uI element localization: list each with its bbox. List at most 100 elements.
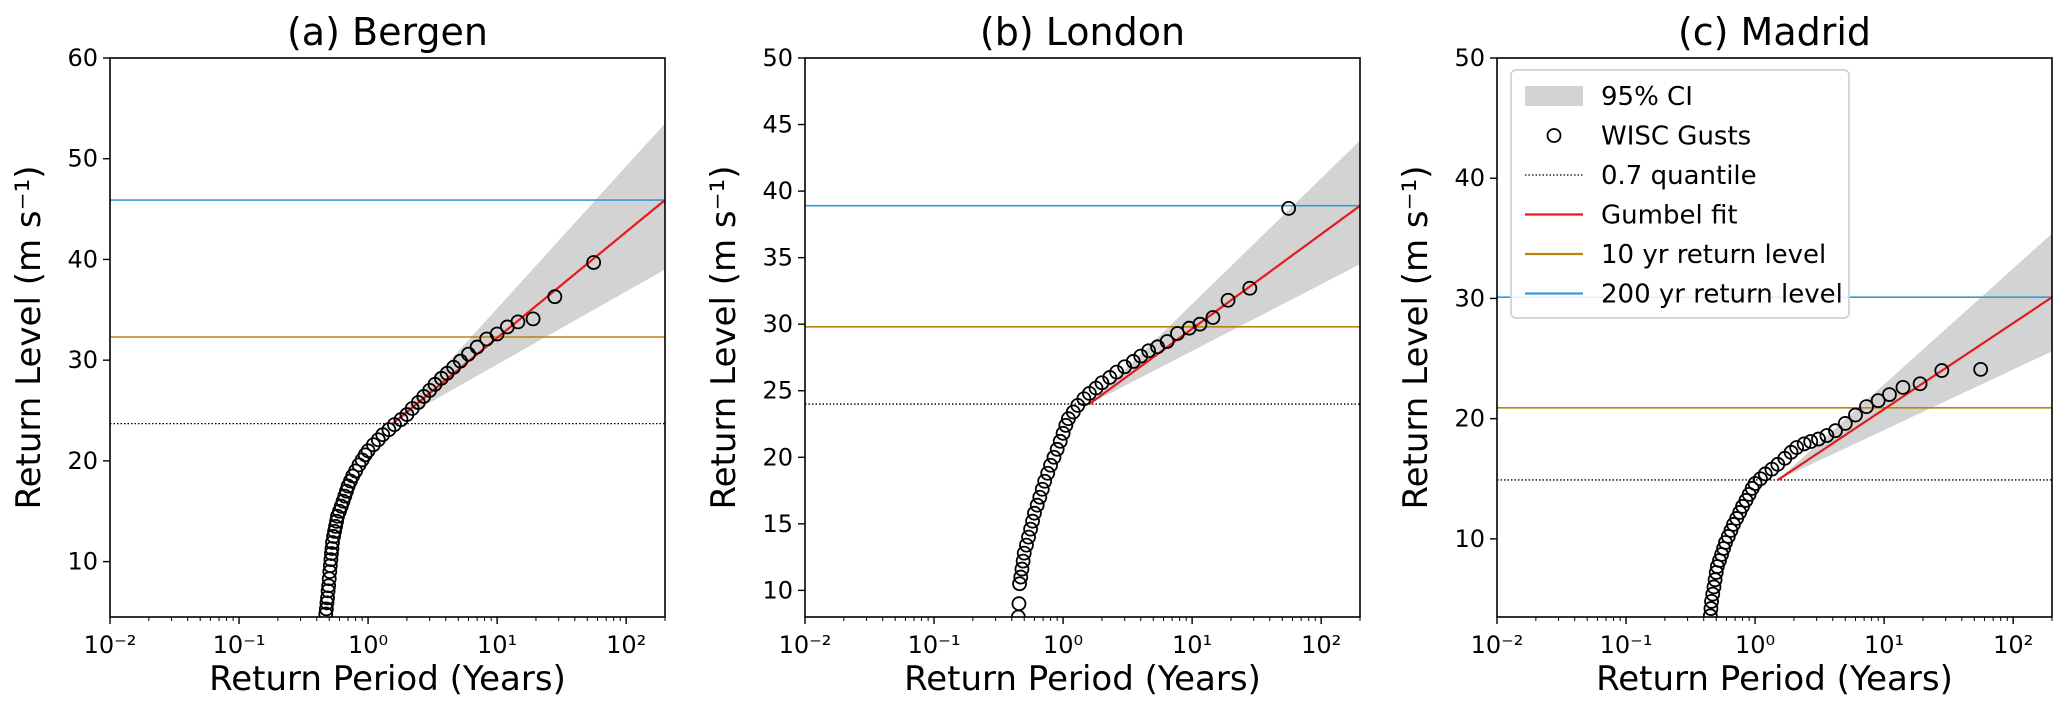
y-tick-label: 30 [762, 310, 793, 338]
panel-title: (a) Bergen [287, 10, 488, 54]
wisc-gust-point [1242, 280, 1258, 296]
wisc-gust-point [1837, 416, 1853, 431]
wisc-gust-point [1811, 431, 1826, 447]
plot-area [110, 123, 665, 617]
wisc-gust-point [1747, 476, 1763, 491]
wisc-gust-point [1819, 428, 1835, 443]
y-tick-label: 50 [762, 44, 793, 72]
y-axis-label: Return Level (m s⁻¹) [704, 166, 744, 510]
wisc-gust-point [1973, 361, 1989, 377]
wisc-gust-point [327, 523, 342, 539]
wisc-gust-point [1133, 348, 1149, 364]
wisc-gust-point [1025, 513, 1040, 529]
x-tick-label: 10¹ [477, 631, 517, 659]
chart-panel-2: 10 15 20 25 30 35 40 45 50 10⁻² 10⁻¹ 10⁰ 10¹ 10² (b) L… [704, 10, 1361, 699]
x-tick-label: 10⁻² [1471, 631, 1524, 659]
wisc-gust-point [1141, 343, 1156, 359]
wisc-gust-point [1052, 433, 1068, 449]
wisc-gust-point [1046, 449, 1062, 465]
chart-panel-1: 10 20 30 40 50 60 10⁻² 10⁻¹ 10⁰ 10¹ 10² (a) Bergen R… [9, 10, 666, 699]
wisc-gust-point [1109, 364, 1125, 380]
ci-band [1089, 140, 1360, 405]
x-tick-label: 10¹ [1172, 631, 1212, 659]
wisc-gust-point [1014, 561, 1030, 577]
wisc-gust-point [586, 255, 602, 270]
wisc-gust-point [1013, 569, 1029, 585]
wisc-gust-point [1803, 434, 1819, 449]
wisc-gust-point [510, 314, 526, 330]
wisc-gust-point [1029, 497, 1045, 513]
wisc-gust-point [1796, 436, 1812, 452]
x-tick-label: 10² [1993, 631, 2033, 659]
wisc-gust-point [1125, 354, 1141, 369]
wisc-gust-point [1220, 292, 1236, 308]
wisc-gust-point [1034, 481, 1050, 497]
wisc-gust-point [1205, 310, 1221, 325]
y-tick-label: 40 [67, 245, 98, 273]
y-tick-label: 50 [67, 145, 98, 173]
wisc-gust-point [326, 529, 341, 544]
wisc-gust-point [1281, 200, 1297, 216]
wisc-gust-point [1032, 489, 1048, 505]
axes-frame [109, 57, 666, 618]
wisc-gust-point [1702, 608, 1718, 617]
wisc-gust-point [324, 546, 339, 561]
wisc-gust-point [1703, 601, 1719, 616]
wisc-gust-point [1934, 363, 1950, 378]
y-axis-label: Return Level (m s⁻¹) [9, 166, 49, 510]
y-tick-label: 15 [762, 510, 793, 538]
y-tick-label: 20 [1454, 405, 1485, 433]
wisc-gust-point [1037, 473, 1053, 489]
legend-box [1510, 69, 1850, 319]
wisc-gust-point [1912, 376, 1928, 392]
legend-label: 10 yr return level [1601, 240, 1826, 270]
wisc-gust-point [525, 311, 541, 327]
wisc-gust-point [1859, 399, 1874, 415]
axes-frame [1496, 57, 2053, 618]
y-tick-label: 40 [1454, 164, 1485, 192]
wisc-gust-point [328, 518, 343, 534]
wisc-gust-point [1192, 316, 1208, 332]
wisc-gust-point [325, 535, 340, 550]
wisc-gust-point [1159, 334, 1175, 349]
wisc-gust-point [366, 437, 381, 453]
wisc-gust-point [370, 432, 386, 448]
wisc-gust-point [1848, 407, 1863, 423]
wisc-gust-point [1882, 387, 1897, 403]
legend-label: WISC Gusts [1601, 122, 1751, 152]
wisc-gust-point [1016, 545, 1032, 561]
legend-label: 0.7 quantile [1601, 161, 1757, 191]
legend-swatch-marker [1546, 128, 1562, 143]
wisc-gust-point [1753, 471, 1768, 487]
legend-swatch-ci [1525, 86, 1583, 106]
x-tick-label: 10¹ [1864, 631, 1904, 659]
wisc-gust-point [1870, 393, 1886, 409]
gumbel-fit-line [391, 199, 665, 425]
y-tick-label: 10 [67, 548, 98, 576]
ci-band [392, 123, 665, 424]
x-tick-label: 10⁰ [1043, 631, 1083, 659]
x-tick-label: 10⁻² [84, 631, 137, 659]
wisc-gust-point [1012, 576, 1027, 592]
wisc-gust-point [1170, 326, 1185, 341]
legend-label: Gumbel fit [1601, 201, 1738, 231]
wisc-gust-point [318, 601, 334, 617]
wisc-gust-point [1011, 596, 1027, 612]
wisc-gust-point [1027, 505, 1042, 521]
plot-area [805, 140, 1360, 617]
panel-title: (c) Madrid [1678, 10, 1871, 54]
wisc-gust-point [1040, 465, 1056, 481]
y-tick-label: 10 [1454, 525, 1485, 553]
x-axis-label: Return Period (Years) [209, 659, 566, 699]
y-tick-label: 30 [67, 346, 98, 374]
wisc-gust-point [1019, 537, 1034, 553]
wisc-gust-point [1058, 417, 1074, 433]
wisc-gust-point [1706, 579, 1722, 595]
y-tick-label: 35 [762, 244, 793, 272]
wisc-gust-point [1704, 593, 1719, 609]
y-tick-label: 10 [762, 576, 793, 604]
y-tick-label: 20 [762, 443, 793, 471]
wisc-gust-point [1055, 425, 1071, 441]
wisc-gust-point [329, 513, 344, 529]
